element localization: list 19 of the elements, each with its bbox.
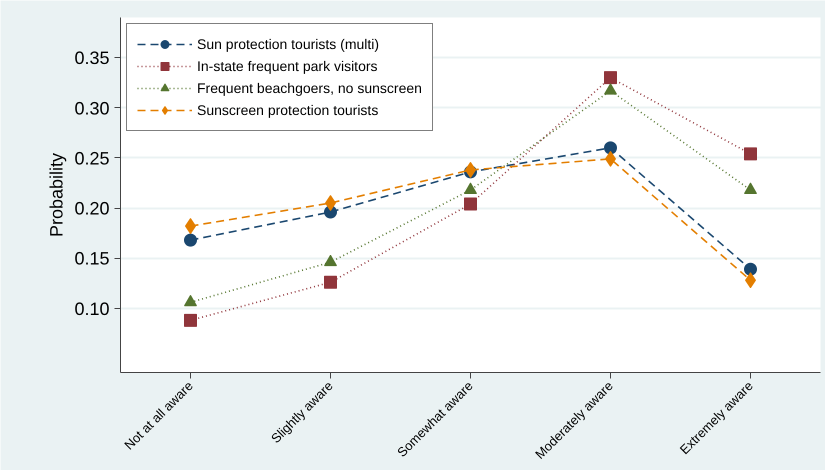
point [324,276,337,289]
y-tick-label: 0.10 [74,298,110,319]
y-tick-label: 0.15 [74,248,110,269]
legend-label: Frequent beachgoers, no sunscreen [197,80,422,96]
y-tick-label: 0.25 [74,148,110,168]
point [604,71,617,84]
y-axis-title: Probability [46,152,66,238]
y-tick-label: 0.35 [74,48,110,68]
point [464,198,477,211]
legend-label: Sunscreen protection tourists [197,102,378,118]
legend-label: Sun protection tourists (multi) [197,36,380,52]
legend-label: In-state frequent park visitors [197,58,378,74]
point [604,141,617,154]
point [184,314,197,327]
point [184,234,197,247]
y-tick-label: 0.20 [74,198,110,219]
y-tick-label: 0.30 [74,98,110,118]
point [744,147,757,160]
point [744,262,757,276]
